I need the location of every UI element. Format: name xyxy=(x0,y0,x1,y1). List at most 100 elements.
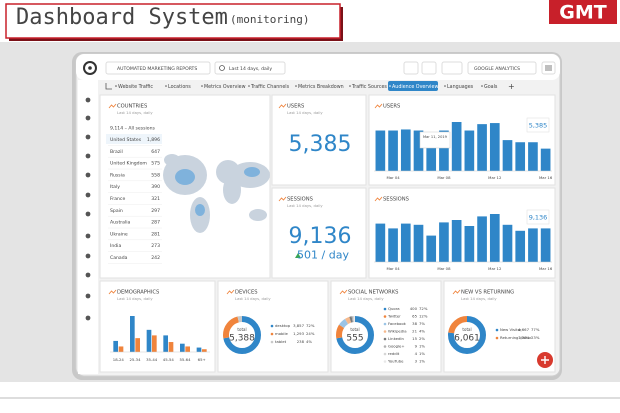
tab[interactable]: Audience Overview xyxy=(392,84,438,90)
country-name: India xyxy=(110,243,121,249)
x-label: Mar 12 xyxy=(488,266,502,271)
tabs-icon xyxy=(105,83,112,90)
legend-swatch xyxy=(270,332,274,336)
settings-button[interactable] xyxy=(403,61,419,75)
legend-share: 72% xyxy=(306,323,315,328)
legend-name: Wikipedia xyxy=(388,329,407,334)
country-name: Ukraine xyxy=(110,231,128,237)
bar xyxy=(196,347,202,352)
bar xyxy=(400,223,411,262)
bar xyxy=(515,142,526,171)
widget-icon xyxy=(374,103,383,109)
legend-name: LinkedIn xyxy=(388,336,405,341)
widget-title: SOCIAL NETWORKS xyxy=(348,290,398,296)
sidebar-icon[interactable] xyxy=(85,153,91,159)
trend-up xyxy=(295,253,301,258)
range-label: Last 14 days, daily xyxy=(229,66,272,72)
widget-period: Last 14 days, daily xyxy=(348,296,384,301)
share-button[interactable] xyxy=(441,61,463,75)
country-value: 242 xyxy=(151,255,160,261)
tab-bullet xyxy=(201,85,203,87)
tab[interactable]: Metrics Breakdown xyxy=(298,84,344,90)
sidebar-icon[interactable] xyxy=(85,211,91,217)
menu-icon xyxy=(545,65,552,71)
legend-count: 3,857 xyxy=(293,323,304,328)
bar xyxy=(413,224,424,262)
donut-caption: total xyxy=(462,327,471,332)
add-tab: + xyxy=(508,82,515,91)
widget xyxy=(271,187,367,279)
widget-title: DEVICES xyxy=(235,290,258,296)
widget-title: SESSIONS xyxy=(287,197,313,203)
widget-title: DEMOGRAPHICS xyxy=(117,290,159,296)
widget xyxy=(271,94,367,186)
bar xyxy=(489,123,500,171)
tab[interactable]: Website Traffic xyxy=(118,84,153,90)
sidebar-icon[interactable] xyxy=(85,233,91,239)
tooltip xyxy=(419,131,451,149)
legend-swatch xyxy=(383,322,387,326)
bar xyxy=(502,140,513,171)
country-value: 390 xyxy=(151,184,160,190)
tab[interactable]: Languages xyxy=(447,84,474,90)
legend-count: 65 xyxy=(412,314,417,319)
sidebar-icon[interactable] xyxy=(85,97,91,103)
widget-period: Last 14 days, daily xyxy=(461,296,497,301)
legend-name: YouTube xyxy=(388,359,404,364)
bar xyxy=(528,228,538,262)
tab[interactable]: Traffic Sources xyxy=(351,84,387,90)
map-highlight xyxy=(195,204,205,216)
legend-share: 1% xyxy=(419,359,425,364)
sidebar-icon[interactable] xyxy=(85,315,91,321)
donut-segment xyxy=(336,316,374,354)
donut-segment xyxy=(336,316,374,354)
report-dropdown[interactable] xyxy=(105,61,211,75)
sidebar-icon[interactable] xyxy=(85,272,91,278)
bar xyxy=(163,335,168,352)
bar xyxy=(113,340,118,352)
country-value: 287 xyxy=(151,220,160,226)
sidebar-icon[interactable] xyxy=(85,115,91,121)
sidebar-icon[interactable] xyxy=(85,172,91,178)
sidebar-icon[interactable] xyxy=(85,192,91,198)
donut-caption: total xyxy=(350,327,359,332)
donut-total: 6,061 xyxy=(454,334,480,344)
sidebar-icon[interactable] xyxy=(85,253,91,259)
donut-total: 5,388 xyxy=(229,334,255,344)
legend-count: 238 xyxy=(297,339,305,344)
x-label: 55-64 xyxy=(179,357,191,362)
source-dropdown[interactable] xyxy=(467,61,537,75)
legend-count: 1,394 xyxy=(518,335,529,340)
x-label: 35-44 xyxy=(146,357,158,362)
tab[interactable]: Locations xyxy=(168,84,191,90)
sidebar-icon[interactable] xyxy=(85,293,91,299)
tab[interactable]: Metrics Overview xyxy=(204,84,246,90)
app-logo[interactable] xyxy=(83,61,97,75)
widget-title: USERS xyxy=(383,104,400,110)
tab[interactable]: Goals xyxy=(484,84,498,90)
legend-swatch xyxy=(383,337,387,341)
sidebar-icon[interactable] xyxy=(85,134,91,140)
bar xyxy=(400,129,411,171)
bar xyxy=(439,222,449,262)
country-value: 297 xyxy=(151,208,160,214)
donut-segment xyxy=(223,316,261,354)
widget-title: SESSIONS xyxy=(383,197,409,203)
bar xyxy=(180,343,185,352)
widget xyxy=(443,280,556,373)
sessions-rate: 501 / day xyxy=(297,249,349,262)
bar xyxy=(477,216,487,262)
bar xyxy=(528,142,538,171)
bar xyxy=(439,130,449,171)
tab[interactable]: Traffic Channels xyxy=(250,84,290,90)
tab-bullet xyxy=(389,85,391,87)
widget-period: Last 14 days, daily xyxy=(287,203,323,208)
donut-caption: total xyxy=(237,327,246,332)
map-highlight xyxy=(175,169,195,185)
legend-count: 400 xyxy=(410,306,418,311)
widget xyxy=(330,280,442,373)
bar xyxy=(426,235,437,262)
range-dropdown[interactable] xyxy=(214,61,286,75)
donut-segment xyxy=(223,316,261,354)
theme-button[interactable] xyxy=(421,61,437,75)
